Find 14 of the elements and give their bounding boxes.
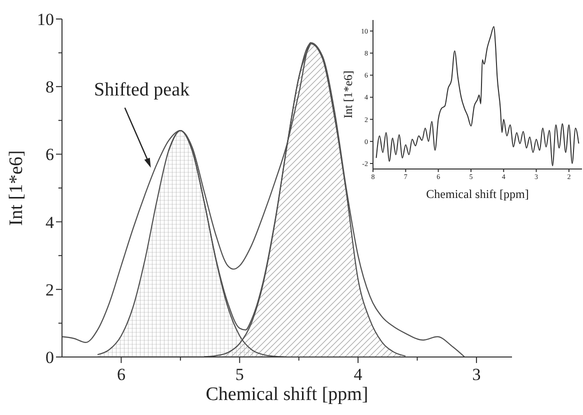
y-axis-title: Int [1*e6] <box>6 150 27 226</box>
y-axis-title: Int [1*e6] <box>341 70 355 118</box>
annotation: Shifted peak <box>94 80 190 101</box>
y-tick-label: 2 <box>46 280 54 300</box>
y-tick-label: 8 <box>46 78 54 97</box>
x-axis-title: Chemical shift [ppm] <box>426 187 529 201</box>
y-tick-label: 10 <box>37 10 54 29</box>
x-axis-title: Chemical shift [ppm] <box>206 384 368 405</box>
y-tick-label: 6 <box>46 145 54 164</box>
x-tick-label: 5 <box>235 365 244 384</box>
y-tick-label: 4 <box>46 212 54 232</box>
x-tick-label: 3 <box>472 365 481 384</box>
x-tick-label: 6 <box>116 365 126 384</box>
y-tick-label: 0 <box>46 348 54 367</box>
